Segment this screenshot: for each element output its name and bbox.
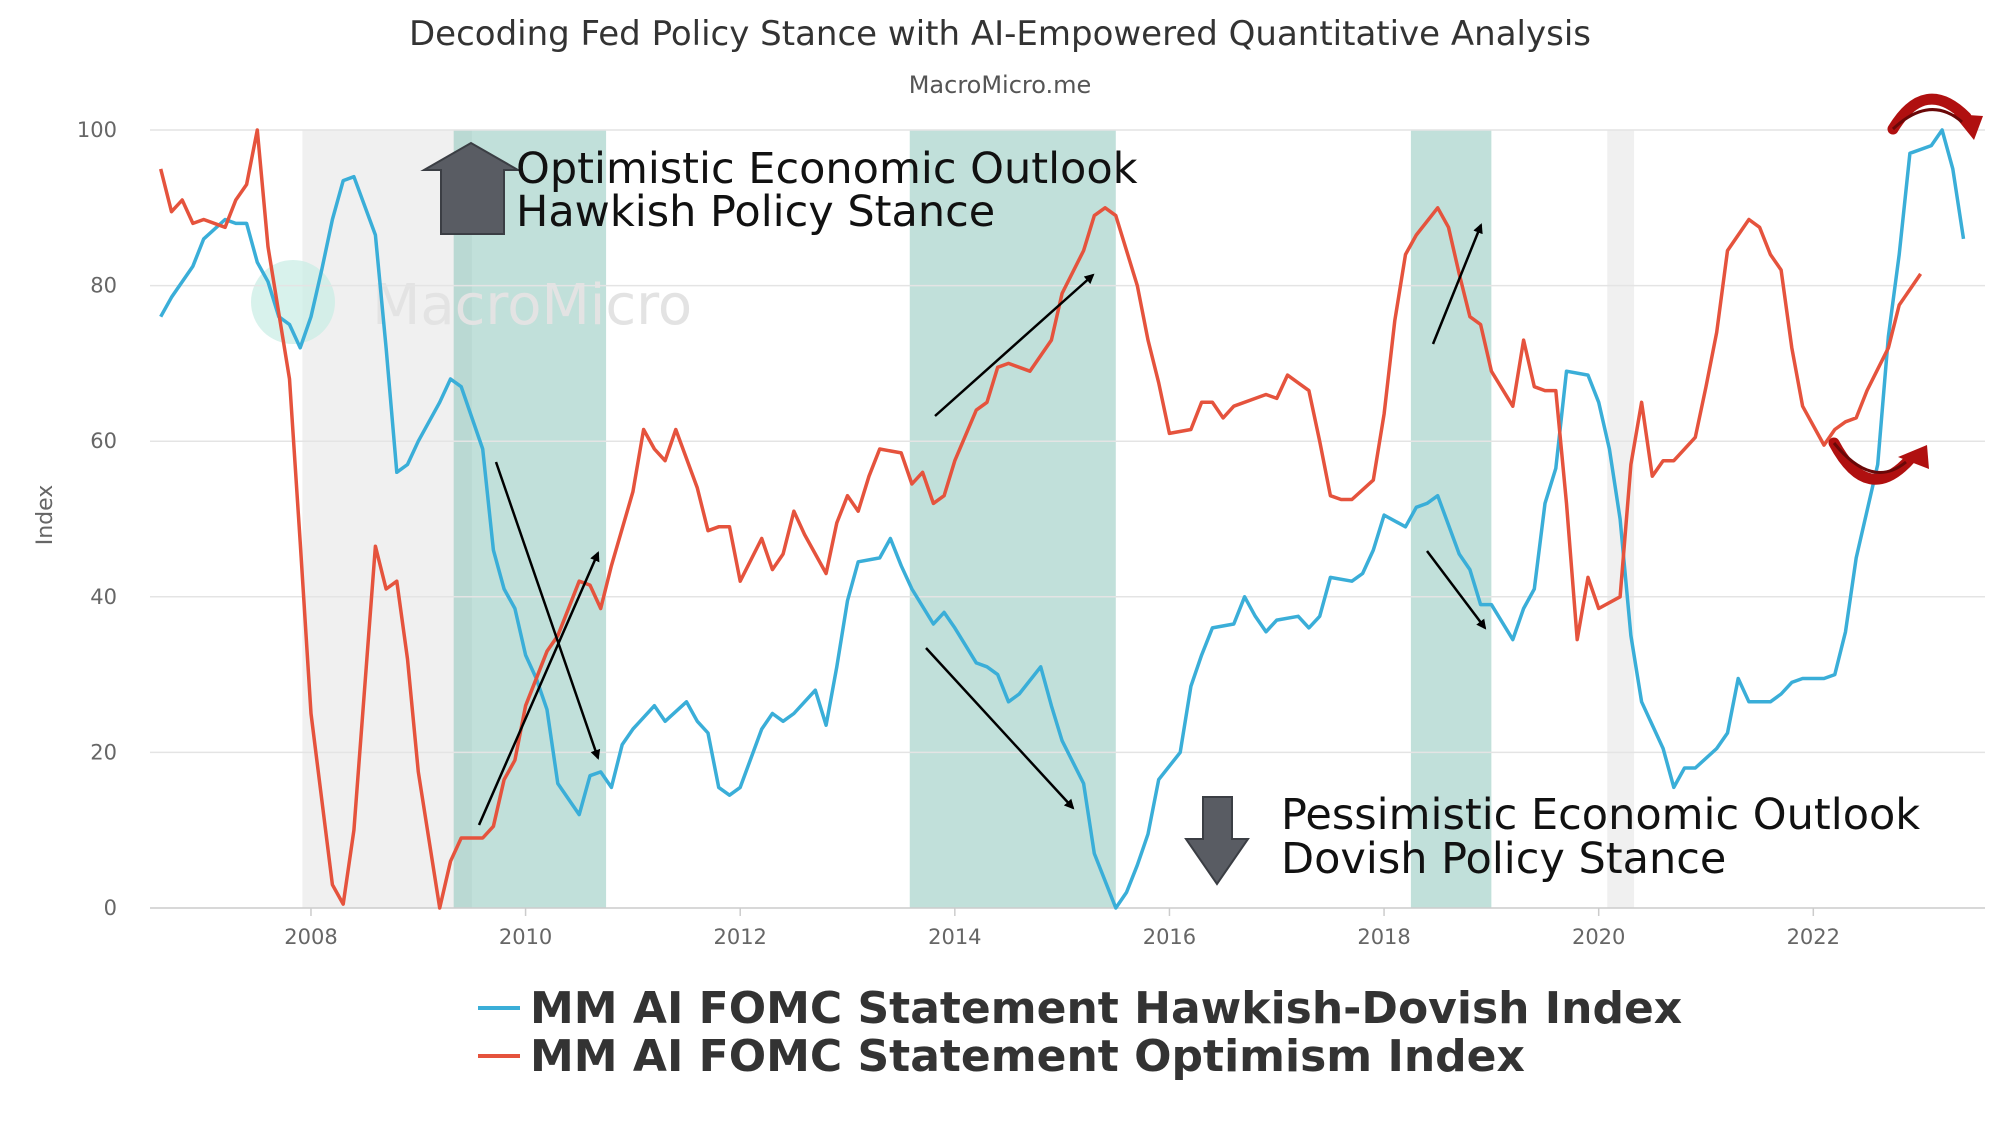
turn-up-arrow-icon xyxy=(1828,437,1929,485)
series-line-2 xyxy=(159,128,1923,910)
legend-label-2: MM AI FOMC Statement Optimism Index xyxy=(530,1031,1525,1082)
annotation-bottom-line1: Pessimistic Economic Outlook xyxy=(1281,790,1920,840)
y-tick-labels: 0 20 40 60 80 100 xyxy=(77,118,117,920)
legend-label-1: MM AI FOMC Statement Hawkish-Dovish Inde… xyxy=(530,983,1682,1034)
y-tick-label: 40 xyxy=(90,585,117,609)
x-tick-label: 2022 xyxy=(1787,925,1840,949)
x-tick-label: 2008 xyxy=(284,925,337,949)
x-tick-label: 2010 xyxy=(499,925,552,949)
turn-down-arrow-icon xyxy=(1887,93,1983,140)
annotation-top-line2: Hawkish Policy Stance xyxy=(516,187,995,237)
x-tick-labels: 2008 2010 2012 2014 2016 2018 2020 2022 xyxy=(284,908,1840,949)
highlight-band-1 xyxy=(453,130,607,908)
x-tick-label: 2020 xyxy=(1572,925,1625,949)
series-lines xyxy=(159,128,1966,910)
up-arrow-icon xyxy=(420,141,522,235)
trend-arrow-up-3 xyxy=(1431,223,1483,345)
annotation-bottom-line2: Dovish Policy Stance xyxy=(1281,834,1726,884)
y-tick-label: 20 xyxy=(90,740,117,764)
watermark: MacroMicro xyxy=(251,260,692,344)
x-tick-label: 2016 xyxy=(1143,925,1196,949)
y-axis-label: Index xyxy=(33,485,58,546)
chart-subtitle: MacroMicro.me xyxy=(909,71,1092,99)
annotation-top-line1: Optimistic Economic Outlook xyxy=(516,144,1138,194)
recession-band-1 xyxy=(302,130,472,908)
y-tick-label: 100 xyxy=(77,118,117,142)
series-line-1 xyxy=(159,128,1966,910)
y-tick-label: 0 xyxy=(104,896,117,920)
shaded-bands xyxy=(302,130,1635,908)
y-tick-label: 60 xyxy=(90,429,117,453)
down-arrow-icon xyxy=(1184,796,1250,886)
x-tick-label: 2012 xyxy=(713,925,766,949)
trend-arrow-down-3 xyxy=(1426,550,1487,630)
x-tick-label: 2014 xyxy=(928,925,981,949)
watermark-text: MacroMicro xyxy=(372,273,692,338)
trend-arrows xyxy=(477,223,1487,826)
y-tick-label: 80 xyxy=(90,274,117,298)
trend-arrow-down-2 xyxy=(925,647,1075,810)
highlight-band-3 xyxy=(1410,130,1492,908)
chart-title: Decoding Fed Policy Stance with AI-Empow… xyxy=(409,14,1591,54)
trend-arrow-up-1 xyxy=(477,551,600,826)
x-tick-label: 2018 xyxy=(1357,925,1410,949)
legend: MM AI FOMC Statement Hawkish-Dovish Inde… xyxy=(478,983,1682,1082)
trend-arrow-down-1 xyxy=(494,461,601,760)
trend-arrow-up-2 xyxy=(934,273,1095,417)
